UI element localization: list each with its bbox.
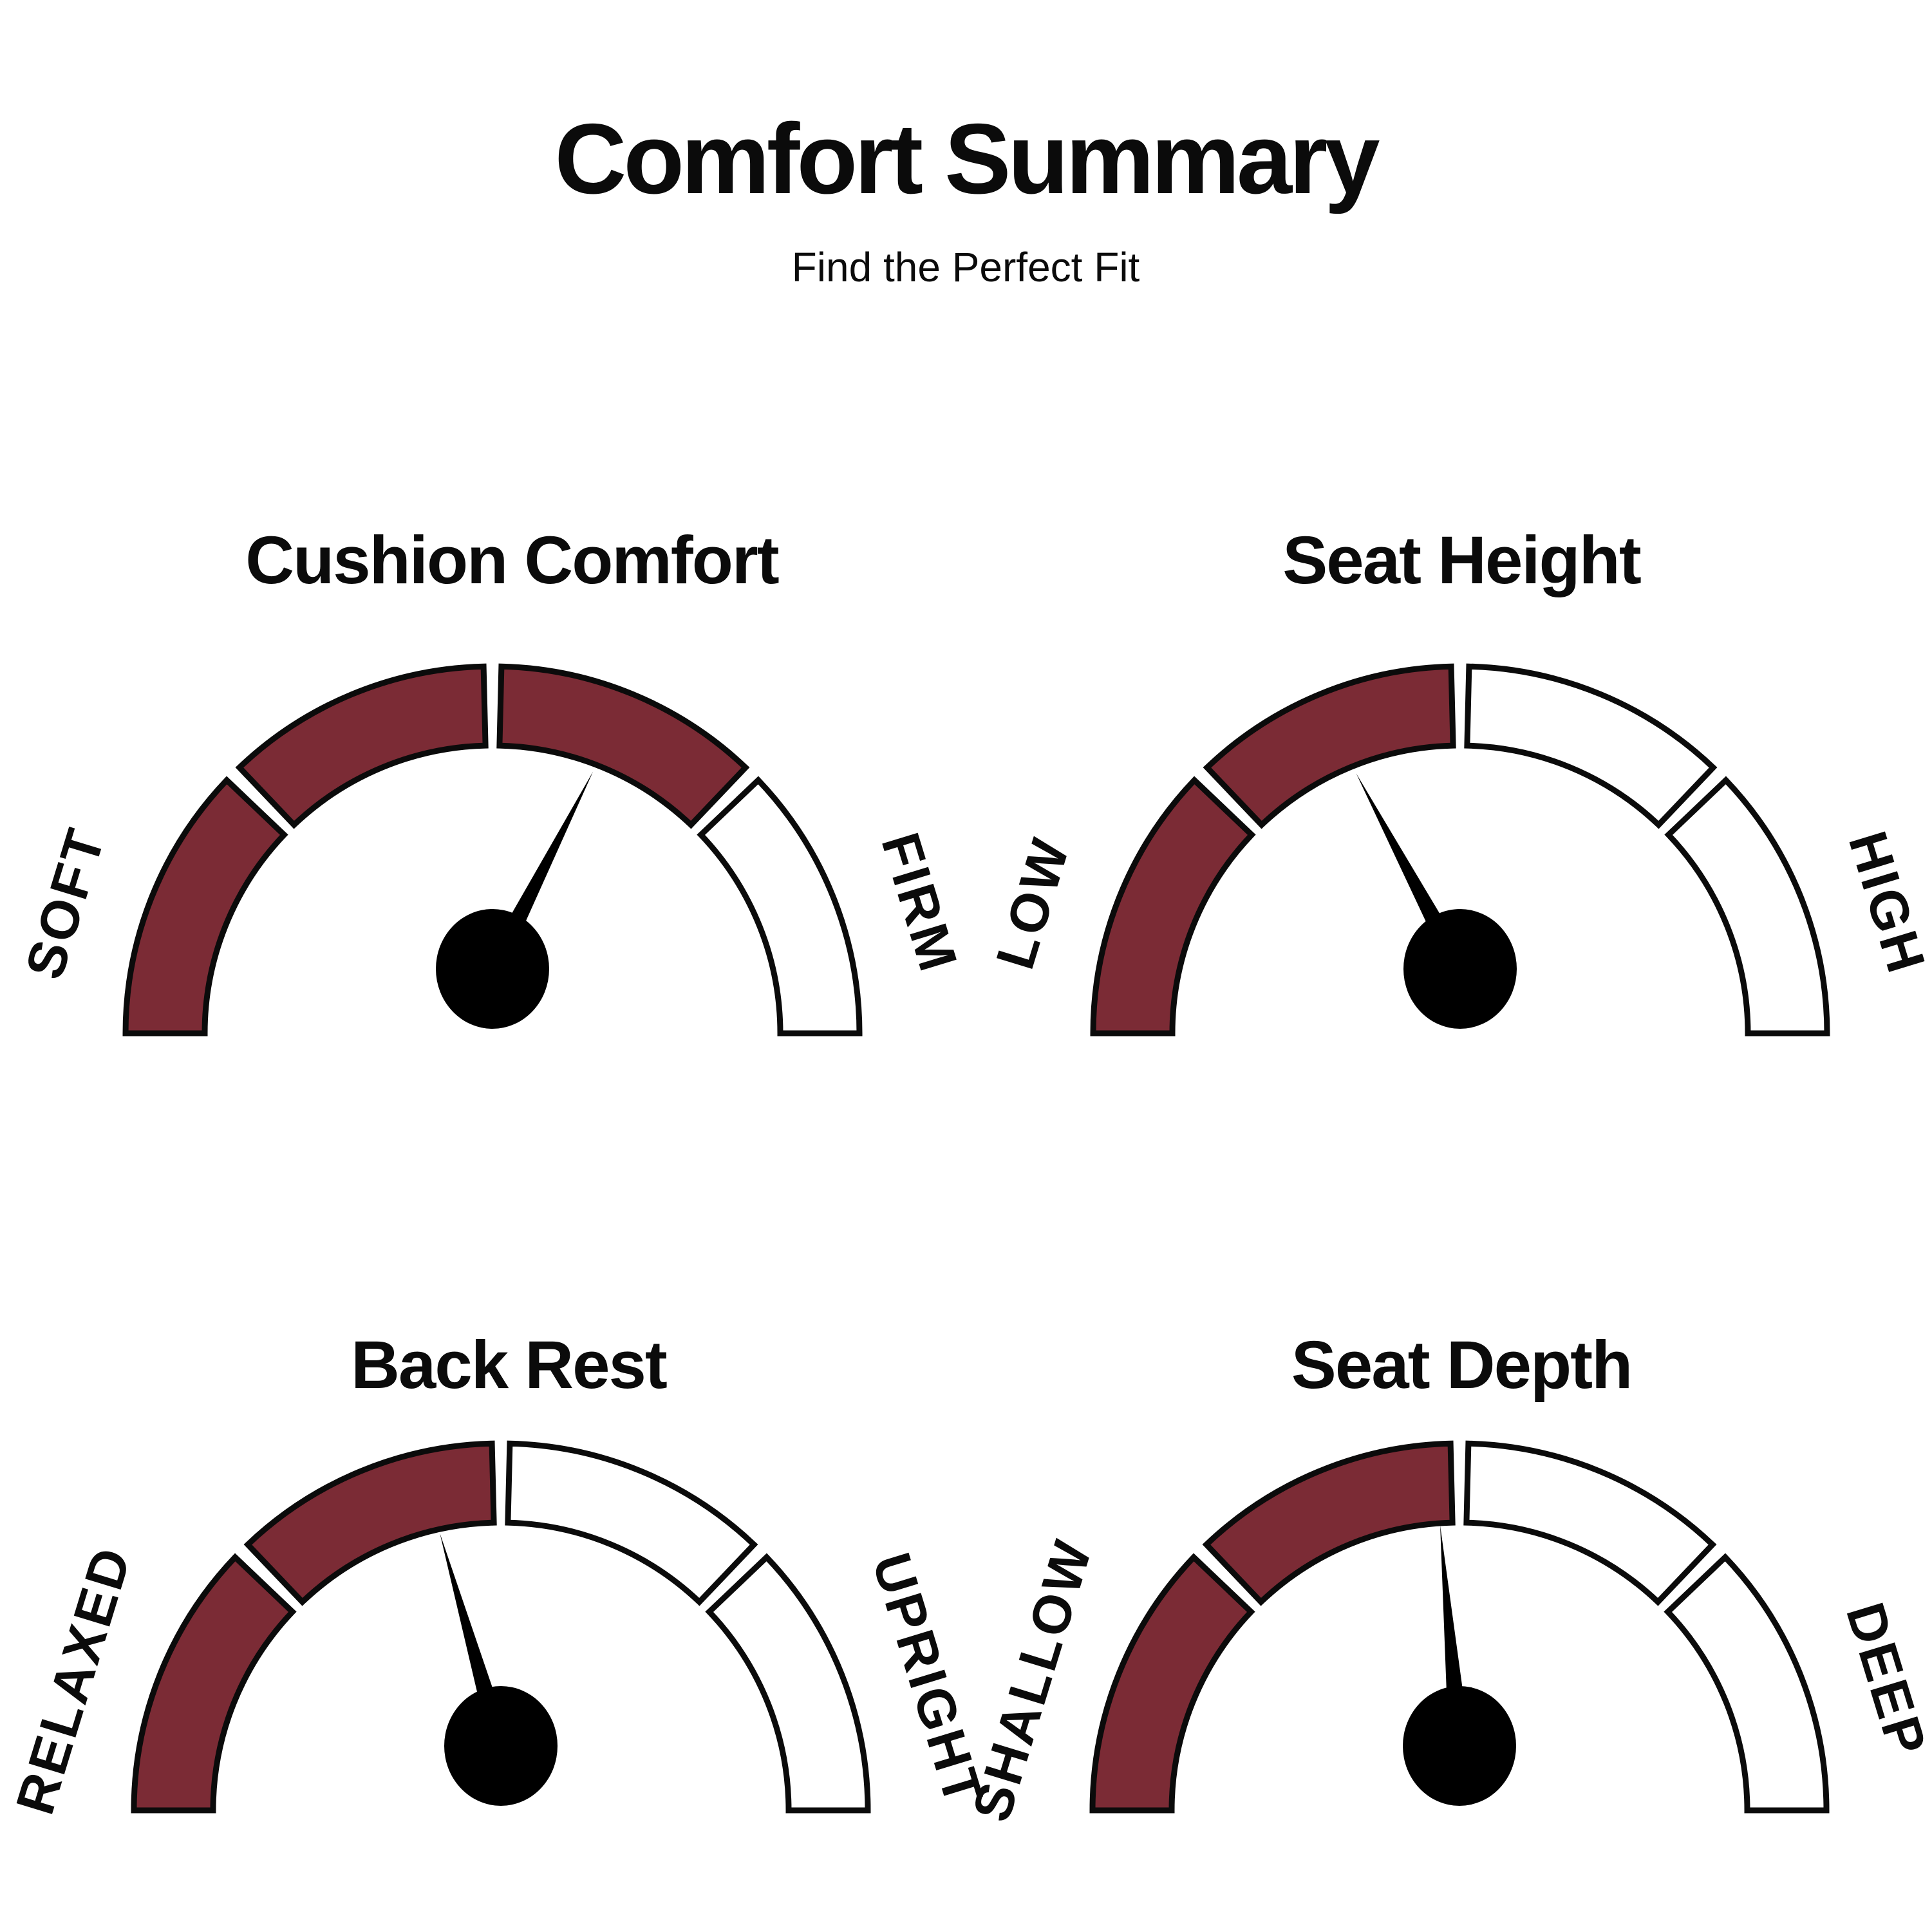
gauge-arc-segments (1090, 663, 1830, 1036)
gauge-dial-back-rest: RELAXED UPRIGHT (5, 1440, 995, 1821)
gauge-min-label: SHALLOW (961, 1532, 1103, 1828)
gauge-segment-2-filled (235, 663, 489, 829)
gauge-max-label: FIRM (870, 826, 970, 980)
gauge-segment-1-filled (1089, 1553, 1255, 1814)
page-subtitle: Find the Perfect Fit (791, 244, 1140, 290)
gauge-segment-1-filled (122, 776, 288, 1036)
page-title: Comfort Summary (554, 103, 1380, 214)
gauge-segment-3-filled (496, 663, 750, 829)
gauge-segment-4-unfilled (705, 1553, 871, 1814)
gauge-arc-segments (122, 663, 863, 1036)
gauge-min-label: LOW (984, 830, 1082, 975)
gauge-title-back-rest: Back Rest (351, 1327, 668, 1403)
gauge-segment-2-filled (243, 1440, 497, 1606)
gauge-title-cushion-comfort: Cushion Comfort (245, 523, 779, 598)
gauge-dial-seat-depth: SHALLOW DEEP (961, 1440, 1932, 1828)
gauge-segment-3-unfilled (505, 1440, 758, 1606)
gauge-segment-1-filled (131, 1553, 297, 1814)
gauge-dial-seat-height: LOW HIGH (984, 663, 1932, 1036)
gauge-segment-4-unfilled (697, 776, 863, 1036)
gauge-min-label: RELAXED (5, 1539, 143, 1821)
needle-hub (444, 1686, 558, 1806)
gauge-segment-2-filled (1202, 1440, 1456, 1606)
gauge-segment-3-unfilled (1463, 1440, 1717, 1606)
gauge-arc-segments (1089, 1440, 1830, 1814)
gauge-max-label: HIGH (1837, 825, 1932, 982)
gauge-title-seat-depth: Seat Depth (1291, 1327, 1633, 1403)
gauge-segment-2-filled (1203, 663, 1456, 829)
gauge-title-seat-height: Seat Height (1282, 523, 1642, 598)
needle-hub (1403, 909, 1517, 1029)
gauge-segment-1-filled (1090, 776, 1256, 1036)
needle-hub (1403, 1686, 1516, 1806)
gauge-min-label: SOFT (14, 820, 117, 986)
gauge-dial-cushion-comfort: SOFT FIRM (14, 663, 970, 1036)
gauge-segment-4-unfilled (1664, 776, 1830, 1036)
gauge-segment-3-unfilled (1464, 663, 1718, 829)
gauge-arc-segments (131, 1440, 871, 1814)
gauge-segment-4-unfilled (1664, 1553, 1830, 1814)
gauge-max-label: DEEP (1835, 1596, 1932, 1765)
needle-hub (436, 909, 549, 1029)
